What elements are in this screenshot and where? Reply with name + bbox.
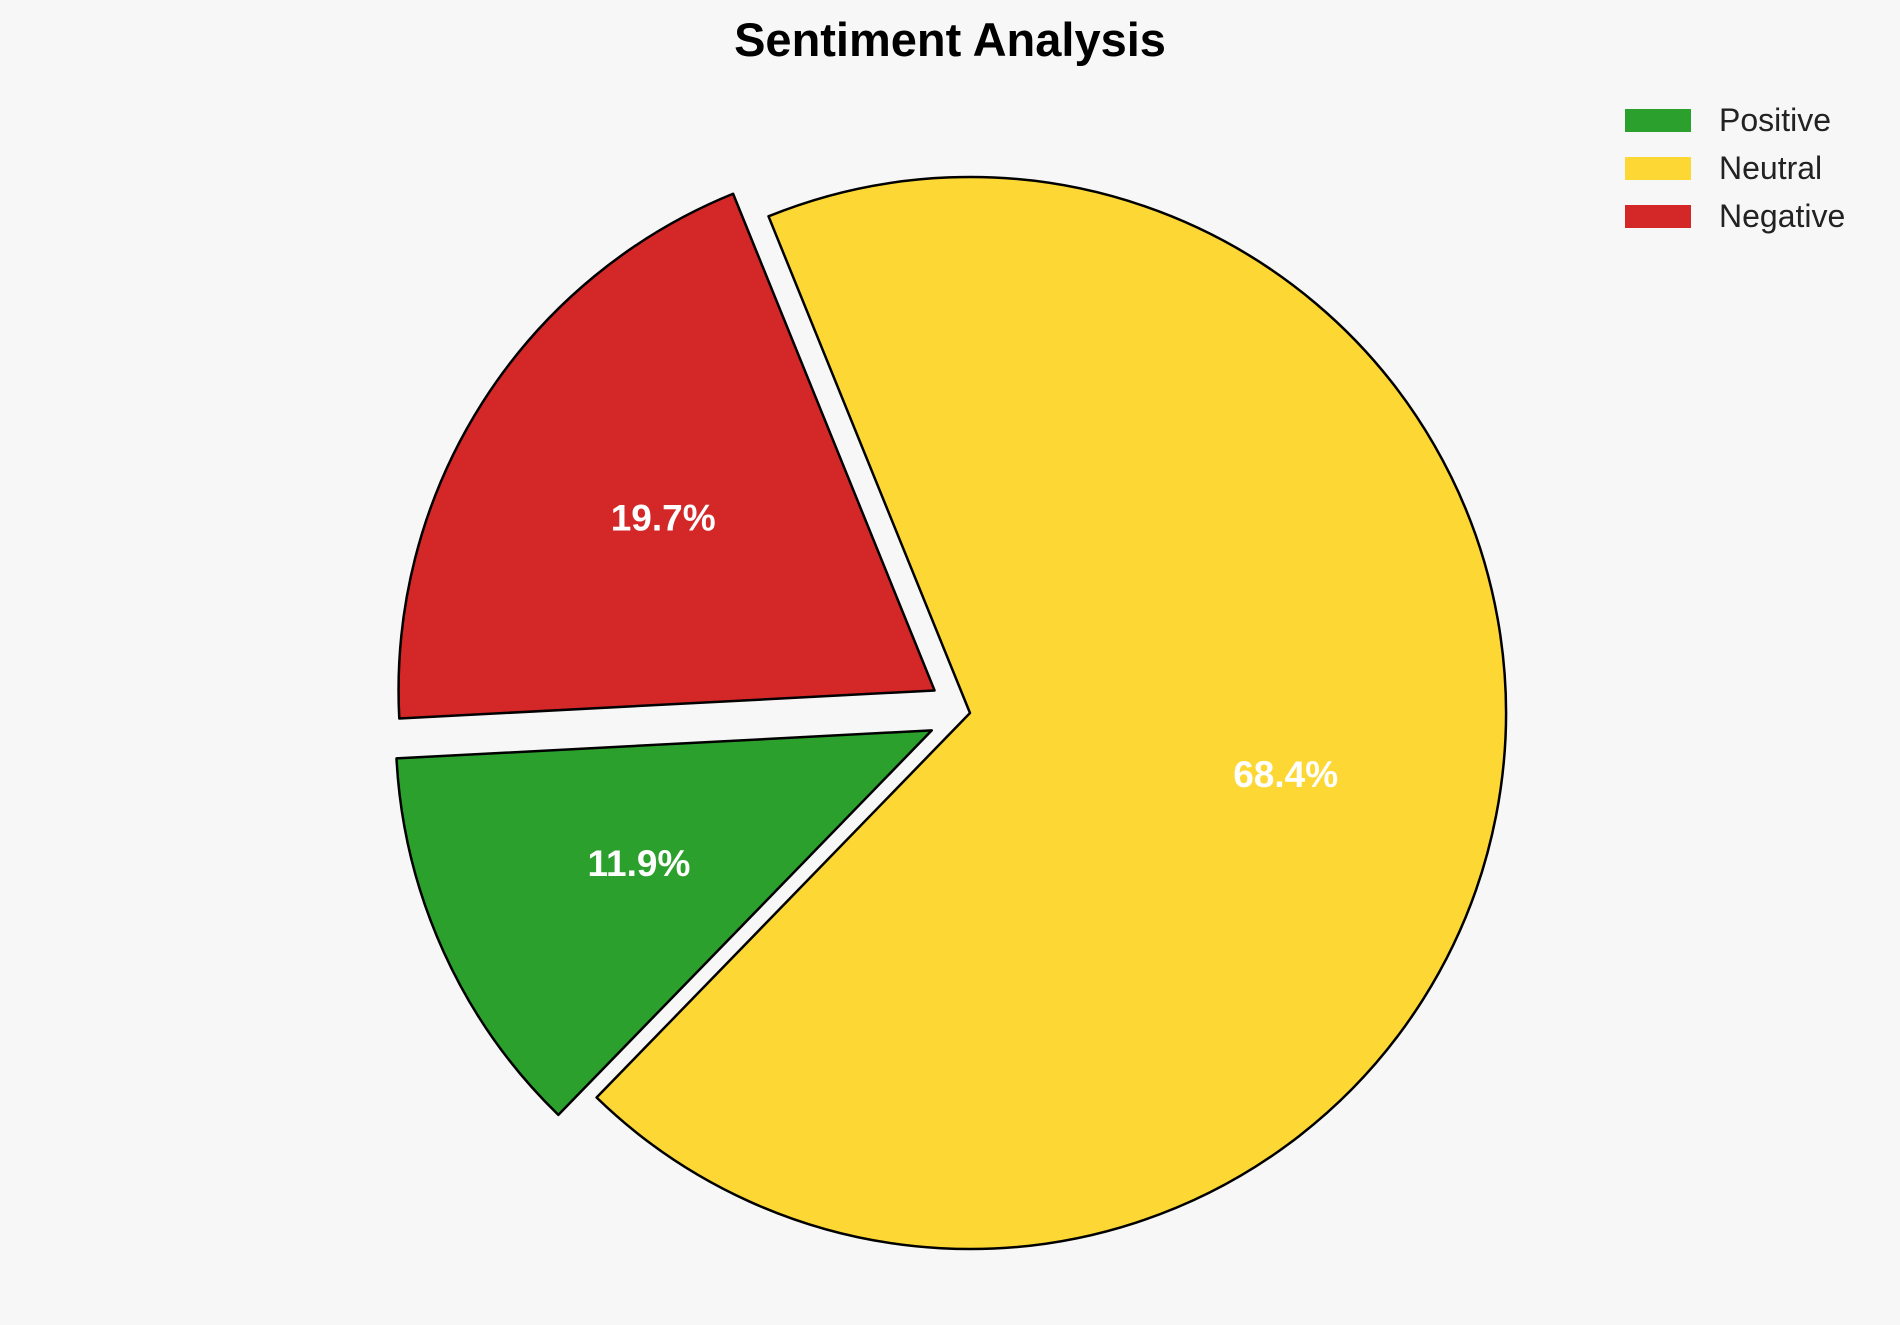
legend-item-neutral: Neutral <box>1625 144 1845 192</box>
legend-label-neutral: Neutral <box>1719 149 1823 186</box>
legend-label-positive: Positive <box>1719 101 1832 138</box>
legend-item-negative: Negative <box>1625 192 1845 240</box>
pie-slice-neutral <box>595 175 1508 1251</box>
slice-label-neutral: 68.4% <box>1233 754 1338 795</box>
legend-swatch-positive <box>1625 108 1691 132</box>
legend: Positive Neutral Negative <box>1625 96 1845 240</box>
pie-slice-negative <box>397 192 936 720</box>
slice-label-negative: 19.7% <box>611 497 716 538</box>
legend-swatch-negative <box>1625 204 1691 228</box>
legend-item-positive: Positive <box>1625 96 1845 144</box>
slice-label-positive: 11.9% <box>587 843 690 884</box>
legend-label-negative: Negative <box>1719 197 1846 234</box>
legend-swatch-neutral <box>1625 156 1691 180</box>
chart-title: Sentiment Analysis <box>734 13 1166 66</box>
pie-slice-positive <box>395 729 934 1117</box>
